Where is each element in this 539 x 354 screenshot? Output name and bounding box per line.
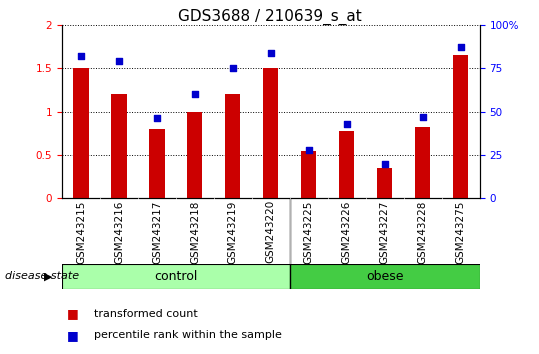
Bar — [149, 129, 164, 198]
Bar — [73, 68, 88, 198]
Point — [229, 65, 237, 71]
Bar — [301, 150, 316, 198]
Point — [418, 114, 427, 120]
Text: GSM243219: GSM243219 — [228, 200, 238, 264]
Text: GSM243215: GSM243215 — [76, 200, 86, 264]
Text: GSM243216: GSM243216 — [114, 200, 124, 264]
Bar — [263, 68, 279, 198]
Text: transformed count: transformed count — [94, 309, 198, 319]
Text: GSM243220: GSM243220 — [266, 200, 276, 263]
Text: disease state: disease state — [5, 272, 80, 281]
Text: GDS3688 / 210639_s_at: GDS3688 / 210639_s_at — [178, 9, 361, 25]
Text: GSM243228: GSM243228 — [418, 200, 428, 264]
Bar — [453, 55, 468, 198]
Text: GSM243218: GSM243218 — [190, 200, 200, 264]
Point — [457, 45, 465, 50]
Point — [153, 116, 161, 121]
Point — [115, 58, 123, 64]
Text: GSM243227: GSM243227 — [380, 200, 390, 264]
Point — [305, 147, 313, 153]
Text: obese: obese — [366, 270, 404, 283]
Point — [191, 91, 199, 97]
Point — [342, 121, 351, 126]
Bar — [415, 127, 430, 198]
Point — [77, 53, 85, 59]
Text: control: control — [154, 270, 198, 283]
Bar — [339, 131, 355, 198]
Point — [381, 161, 389, 166]
Point — [266, 50, 275, 55]
Text: percentile rank within the sample: percentile rank within the sample — [94, 330, 282, 340]
Bar — [62, 264, 290, 289]
Text: ■: ■ — [67, 329, 79, 342]
Text: GSM243275: GSM243275 — [455, 200, 466, 264]
Bar — [377, 168, 392, 198]
Text: ■: ■ — [67, 308, 79, 320]
Bar — [112, 94, 127, 198]
Bar — [225, 94, 240, 198]
Bar — [290, 264, 480, 289]
Text: GSM243217: GSM243217 — [152, 200, 162, 264]
Text: ▶: ▶ — [44, 272, 53, 281]
Text: GSM243226: GSM243226 — [342, 200, 352, 264]
Text: GSM243225: GSM243225 — [304, 200, 314, 264]
Bar — [188, 112, 203, 198]
